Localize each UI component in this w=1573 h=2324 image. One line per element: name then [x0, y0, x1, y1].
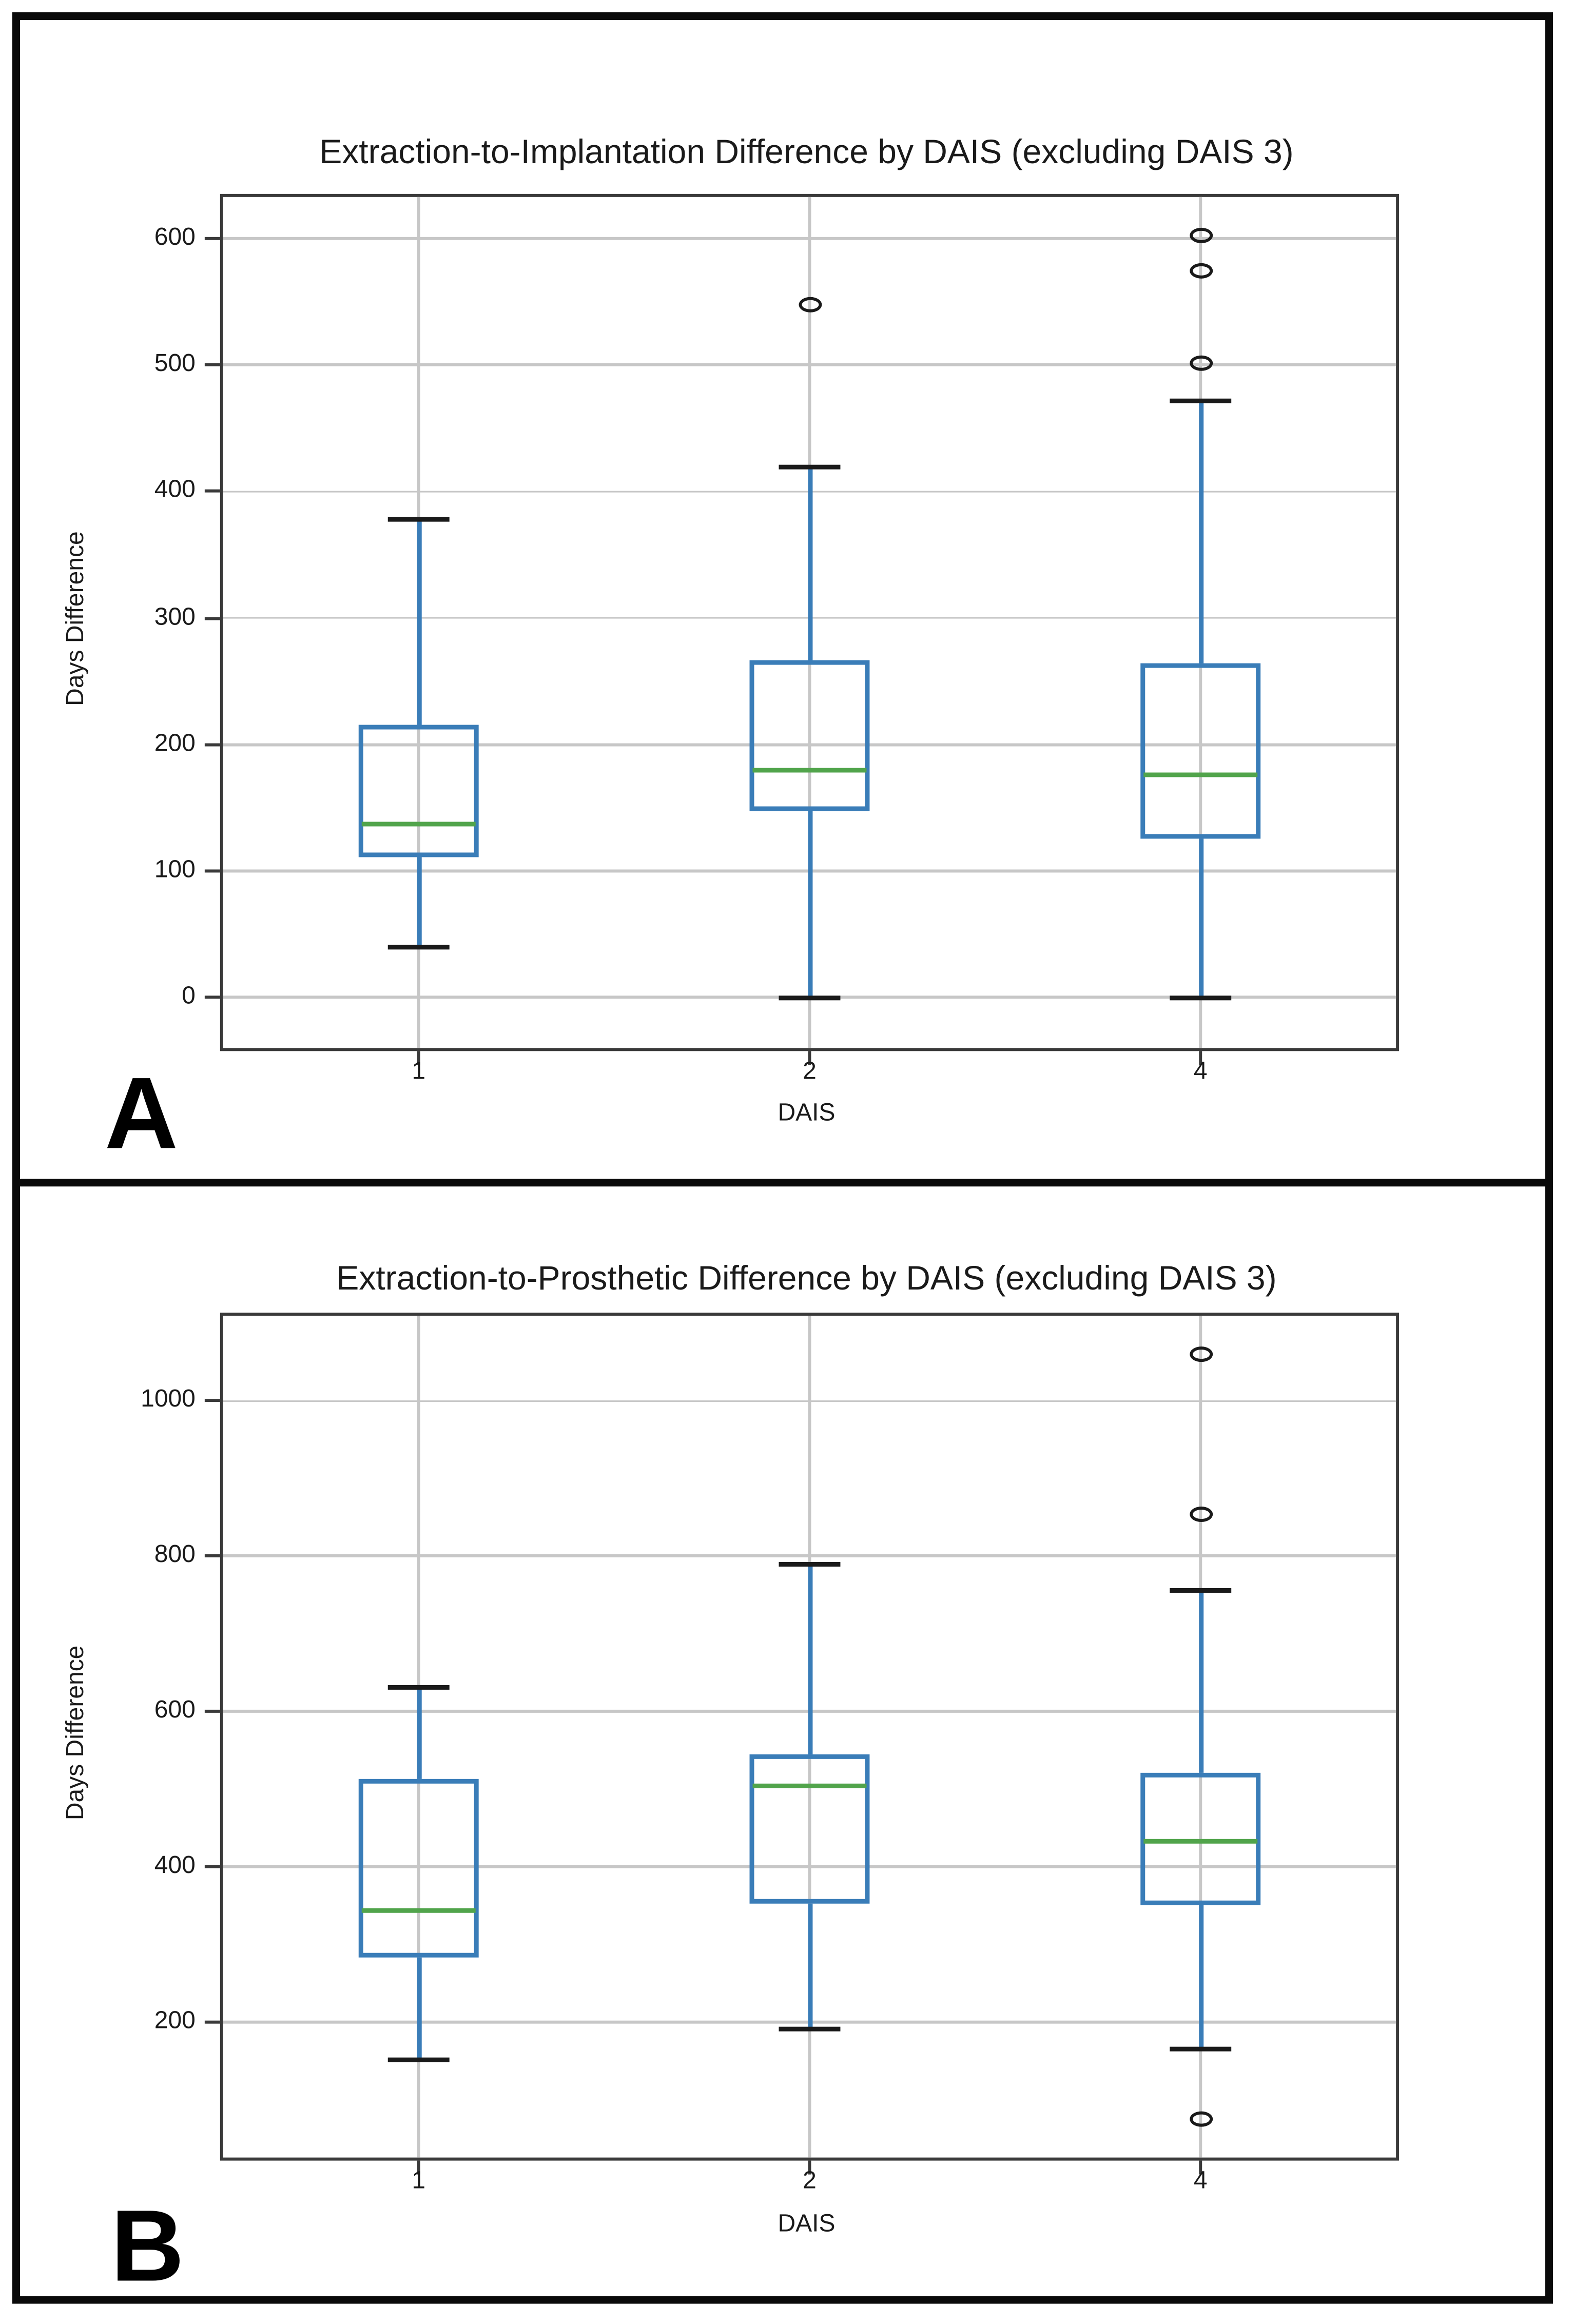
iqr-box — [358, 724, 479, 857]
panel-b-letter: B — [110, 2188, 184, 2302]
median-line — [752, 767, 867, 772]
x-tick-label: 4 — [1193, 2168, 1208, 2195]
y-tick-mark — [204, 1399, 220, 1403]
x-tick-label: 2 — [803, 2168, 817, 2195]
panel-b-y-axis-label: Days Difference — [63, 1645, 89, 1821]
iqr-box — [1140, 1773, 1261, 1906]
y-tick-label: 300 — [154, 604, 196, 631]
iqr-box — [1140, 663, 1261, 838]
y-tick-mark — [204, 1554, 220, 1558]
whisker-lower — [416, 1957, 421, 2061]
whisker-lower — [1198, 1905, 1203, 2049]
x-tick-label: 4 — [1193, 1059, 1208, 1085]
y-tick-mark — [204, 1710, 220, 1713]
outlier-point — [1189, 228, 1212, 244]
y-tick-mark — [204, 490, 220, 494]
whisker-upper — [1198, 1591, 1203, 1774]
y-tick-label: 200 — [154, 2007, 196, 2034]
whisker-cap-high — [779, 464, 841, 469]
whisker-cap-high — [387, 517, 450, 522]
whisker-cap-high — [1170, 398, 1232, 403]
median-line — [752, 1783, 867, 1788]
y-tick-mark — [204, 995, 220, 999]
panel-b-plot-area — [220, 1313, 1400, 2161]
panel-a-letter: A — [104, 1056, 178, 1170]
y-tick-label: 0 — [182, 983, 196, 1010]
whisker-lower — [416, 857, 421, 947]
iqr-box — [749, 1754, 870, 1903]
x-tick-mark — [1199, 1051, 1202, 1065]
panel-a-y-axis-label: Days Difference — [63, 531, 89, 706]
panel-b-title: Extraction-to-Prosthetic Difference by D… — [336, 1259, 1277, 1298]
whisker-cap-high — [779, 1561, 841, 1567]
outlier-point — [1189, 1346, 1212, 1362]
panel-b-x-axis-label: DAIS — [778, 2211, 836, 2238]
y-tick-mark — [204, 2020, 220, 2023]
whisker-cap-low — [779, 2027, 841, 2032]
y-tick-label: 600 — [154, 225, 196, 251]
y-tick-label: 100 — [154, 857, 196, 884]
panel-divider-line — [20, 1179, 1545, 1187]
outlier-point — [1189, 355, 1212, 370]
median-line — [1143, 1839, 1258, 1844]
outlier-point — [1189, 1506, 1212, 1521]
figure-outer-border — [12, 12, 1553, 2304]
outlier-point — [798, 297, 821, 313]
x-tick-mark — [808, 2160, 811, 2175]
y-tick-label: 600 — [154, 1697, 196, 1724]
y-tick-label: 500 — [154, 351, 196, 378]
iqr-box — [358, 1779, 479, 1958]
whisker-cap-low — [387, 2058, 450, 2063]
y-tick-mark — [204, 616, 220, 620]
y-tick-mark — [204, 1865, 220, 1868]
whisker-cap-low — [1170, 995, 1232, 1000]
outlier-point — [1189, 2111, 1212, 2126]
whisker-cap-high — [387, 1686, 450, 1691]
whisker-upper — [416, 519, 421, 725]
whisker-cap-low — [779, 995, 841, 1000]
x-tick-label: 1 — [412, 2168, 426, 2195]
x-tick-mark — [417, 1051, 420, 1065]
iqr-box — [749, 659, 870, 811]
y-tick-label: 200 — [154, 730, 196, 757]
panel-a-x-axis-label: DAIS — [778, 1100, 836, 1127]
whisker-cap-low — [1170, 2046, 1232, 2052]
x-tick-label: 1 — [412, 1059, 426, 1085]
panel-a-plot-area — [220, 193, 1400, 1051]
x-tick-mark — [808, 1051, 811, 1065]
whisker-lower — [807, 810, 812, 998]
outlier-point — [1189, 264, 1212, 280]
x-tick-mark — [1199, 2160, 1202, 2175]
whisker-upper — [1198, 400, 1203, 664]
y-tick-label: 400 — [154, 1852, 196, 1879]
whisker-upper — [416, 1688, 421, 1779]
y-tick-mark — [204, 743, 220, 746]
whisker-upper — [807, 1564, 812, 1754]
y-tick-label: 1000 — [141, 1387, 196, 1414]
y-tick-label: 800 — [154, 1542, 196, 1569]
whisker-lower — [807, 1903, 812, 2030]
panel-a-title: Extraction-to-Implantation Difference by… — [319, 132, 1294, 171]
whisker-lower — [1198, 838, 1203, 998]
median-line — [1143, 772, 1258, 777]
y-tick-mark — [204, 869, 220, 873]
whisker-upper — [807, 466, 812, 660]
whisker-cap-low — [387, 944, 450, 949]
x-tick-label: 2 — [803, 1059, 817, 1085]
y-tick-mark — [204, 237, 220, 241]
whisker-cap-high — [1170, 1589, 1232, 1594]
y-tick-mark — [204, 363, 220, 367]
x-tick-mark — [417, 2160, 420, 2175]
y-tick-label: 400 — [154, 478, 196, 504]
median-line — [361, 822, 476, 827]
median-line — [361, 1908, 476, 1913]
